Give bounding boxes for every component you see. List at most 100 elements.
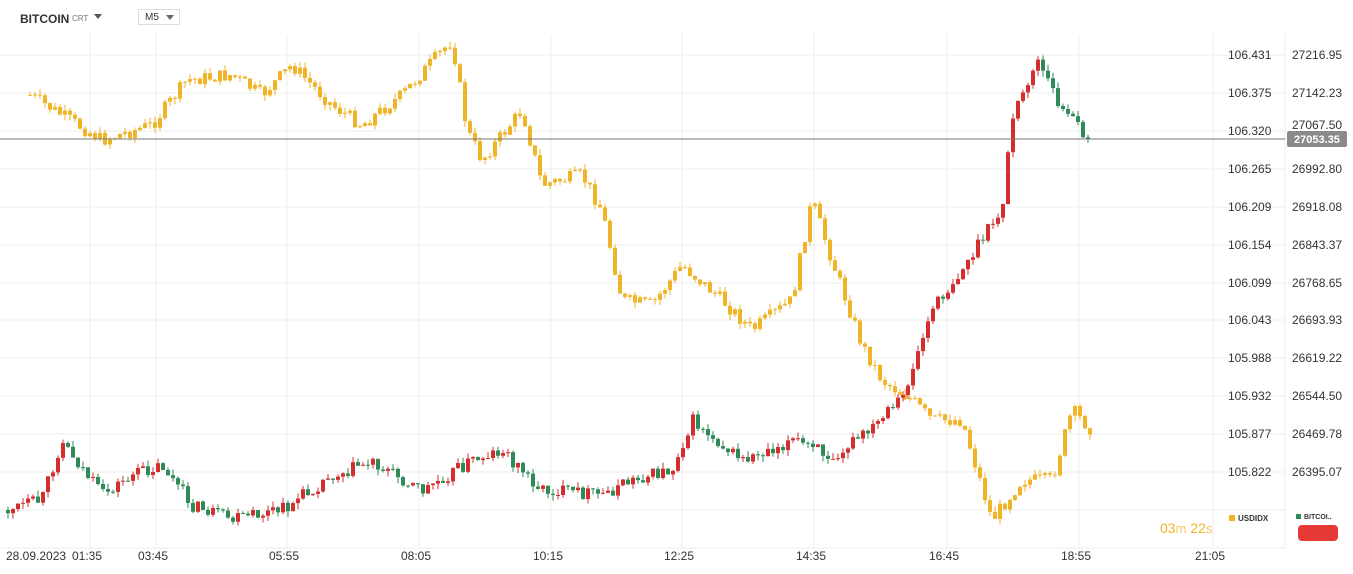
bitcoin-candle-body xyxy=(26,498,30,503)
usdidx-candle-body xyxy=(173,97,177,99)
usdidx-candle-body xyxy=(193,78,197,80)
usdidx-candle-body xyxy=(653,299,657,301)
usdidx-candle-body xyxy=(368,123,372,126)
bitcoin-candle-body xyxy=(921,337,925,352)
bitcoin-candle-body xyxy=(581,487,585,500)
bitcoin-candle-body xyxy=(736,448,740,459)
usdidx-candle-body xyxy=(503,132,507,135)
bitcoin-candle-body xyxy=(791,438,795,441)
usdidx-candle-body xyxy=(338,107,342,114)
bitcoin-candle-body xyxy=(241,513,245,515)
bitcoin-candle-body xyxy=(771,448,775,454)
usdidx-candle-body xyxy=(1023,484,1027,487)
bitcoin-candle-body xyxy=(1051,78,1055,89)
usdidx-candle-body xyxy=(203,73,207,85)
usdidx-candle-body xyxy=(1003,503,1007,510)
bitcoin-candle-body xyxy=(301,489,305,499)
bitcoin-candle-body xyxy=(636,477,640,481)
bitcoin-candle-body xyxy=(976,239,980,258)
usdidx-candle-body xyxy=(438,51,442,53)
usdidx-candle-body xyxy=(253,84,257,89)
usdidx-candle-body xyxy=(498,132,502,142)
bitcoin-candle-body xyxy=(371,458,375,465)
timeframe-select[interactable]: M5 xyxy=(138,9,180,25)
bitcoin-candle-body xyxy=(391,468,395,470)
bitcoin-candle-body xyxy=(586,488,590,500)
usdidx-candle-body xyxy=(608,220,612,248)
usdidx-candle-body xyxy=(508,126,512,135)
bitcoin-candle-body xyxy=(11,509,15,514)
bitcoin-candle-body xyxy=(1041,59,1045,71)
usdidx-candle-body xyxy=(243,76,247,79)
bitcoin-candle-body xyxy=(451,468,455,482)
usdidx-candle-body xyxy=(668,280,672,291)
bitcoin-candle-body xyxy=(321,479,325,492)
bitcoin-candle-body xyxy=(211,507,215,515)
bitcoin-tick-label: 27142.23 xyxy=(1292,86,1342,100)
usdidx-candle-body xyxy=(218,70,222,82)
legend-bitcoin[interactable]: BITCOI.. xyxy=(1296,514,1332,521)
usdidx-candle-body xyxy=(663,290,667,294)
usdidx-tick-label: 106.154 xyxy=(1228,238,1272,252)
bitcoin-candle-body xyxy=(411,483,415,486)
bitcoin-candle-body xyxy=(16,503,20,510)
bitcoin-candle-body xyxy=(496,450,500,456)
time-tick-label: 05:55 xyxy=(269,549,299,563)
usdidx-candle-body xyxy=(783,303,787,306)
bitcoin-candle-body xyxy=(561,485,565,496)
bitcoin-candle-body xyxy=(651,468,655,477)
usdidx-candle-body xyxy=(1083,415,1087,429)
usdidx-candle-body xyxy=(28,94,32,96)
usdidx-candle-body xyxy=(998,503,1002,519)
bitcoin-candle-body xyxy=(996,217,1000,224)
usdidx-candle-body xyxy=(1053,474,1057,476)
usdidx-candle-body xyxy=(1078,406,1082,416)
bitcoin-candle-body xyxy=(111,491,115,493)
usdidx-price-axis: 106.431 106.375 106.320 106.265 106.209 106.1… xyxy=(1228,48,1272,479)
bitcoin-candle-body xyxy=(836,458,840,460)
usdidx-candle-body xyxy=(428,58,432,66)
symbol-name[interactable]: BITCOIN xyxy=(20,12,70,26)
bitcoin-candle-body xyxy=(136,468,140,475)
bitcoin-candle-body xyxy=(251,510,255,516)
bitcoin-tick-label: 27216.95 xyxy=(1292,48,1342,62)
legend-usdidx[interactable]: USDIDX xyxy=(1229,514,1268,523)
usdidx-candle-body xyxy=(543,175,547,186)
bitcoin-candle-body xyxy=(891,407,895,409)
time-axis: 28.09.2023 01:35 03:45 05:55 08:05 10:15 12:25… xyxy=(6,549,1225,563)
bitcoin-candle-body xyxy=(201,501,205,510)
bitcoin-candle-body xyxy=(436,480,440,484)
usdidx-candle-body xyxy=(643,297,647,299)
usdidx-candle-body xyxy=(898,392,902,395)
usdidx-candle-body xyxy=(158,118,162,128)
usdidx-candle-body xyxy=(638,297,642,303)
usdidx-candle-body xyxy=(463,82,467,122)
bitcoin-candle-body xyxy=(806,442,810,444)
bitcoin-candle-body xyxy=(896,397,900,408)
bitcoin-candle-body xyxy=(481,458,485,461)
usdidx-candle-body xyxy=(893,386,897,393)
usdidx-candle-body xyxy=(213,79,217,82)
bitcoin-candle-body xyxy=(591,488,595,490)
bitcoin-candle-body xyxy=(186,486,190,503)
usdidx-candle-body xyxy=(513,113,517,127)
bitcoin-candle-body xyxy=(696,414,700,429)
bitcoin-candle-body xyxy=(841,452,845,459)
bitcoin-candle-body xyxy=(206,509,210,515)
usdidx-candle-body xyxy=(98,132,102,140)
usdidx-candle-body xyxy=(733,309,737,315)
usdidx-tick-label: 106.375 xyxy=(1228,86,1272,100)
bitcoin-candle-body xyxy=(421,484,425,494)
bitcoin-candle-body xyxy=(576,487,580,491)
bitcoin-candle-body xyxy=(766,448,770,457)
bitcoin-candle-body xyxy=(711,435,715,439)
bitcoin-price-axis: 27216.95 27142.23 27067.50 26992.80 26918.08… xyxy=(1292,48,1342,479)
bitcoin-candle-body xyxy=(641,480,645,483)
sell-button[interactable] xyxy=(1298,525,1338,541)
usdidx-candle-body xyxy=(938,414,942,416)
symbol-dropdown-icon[interactable] xyxy=(94,14,102,19)
bitcoin-candle-body xyxy=(386,468,390,471)
usdidx-candle-body xyxy=(418,80,422,85)
usdidx-candle-body xyxy=(268,90,272,96)
